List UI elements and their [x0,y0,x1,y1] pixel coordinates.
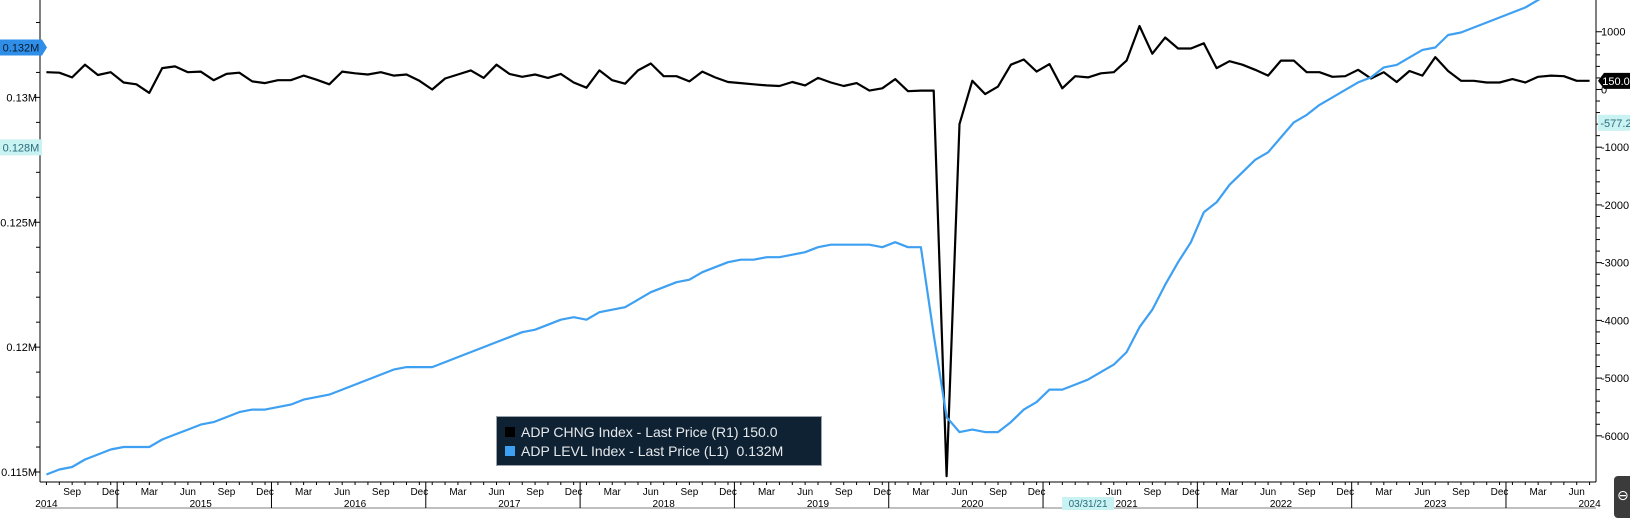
x-month-label: Dec [1491,487,1509,498]
x-month-label: Mar [449,487,467,498]
x-month-label: Jun [1260,487,1276,498]
legend[interactable]: ADP CHNG Index - Last Price (R1) 150.0 A… [496,416,822,466]
right-tick-label: -3000 [1601,258,1629,270]
x-month-label: Sep [681,487,699,498]
left-value-tag-label: 0.128M [3,142,40,154]
x-month-label: Jun [1414,487,1430,498]
cursor-date-tag [1062,497,1115,510]
right-tick-label: -6000 [1601,431,1629,443]
x-month-label: Sep [1452,487,1470,498]
x-year-label: 2021 [1116,499,1139,510]
x-year-label: 2019 [807,499,830,510]
left-value-tag-label: 0.132M [3,42,40,54]
x-year-label: 2016 [344,499,367,510]
x-year-label: 2017 [498,499,521,510]
right-value-tag [1598,72,1630,89]
left-value-tag [0,139,42,156]
x-month-label: Dec [102,487,120,498]
x-month-label: Mar [1375,487,1393,498]
right-tick-label: -4000 [1601,315,1629,327]
x-month-label: Mar [295,487,313,498]
x-month-label: Dec [410,487,428,498]
x-month-label: Dec [256,487,274,498]
right-tick-label: 1000 [1601,27,1625,39]
x-month-label: Jun [951,487,967,498]
x-month-label: Dec [1336,487,1354,498]
right-tick-label: -1000 [1601,142,1629,154]
series-line-adp-chng [46,24,1590,478]
x-month-label: Mar [912,487,930,498]
x-month-label: Mar [604,487,622,498]
right-value-tag [1598,114,1630,131]
cursor-date-label: 03/31/21 [1069,499,1108,510]
x-year-label: 2014 [35,499,58,510]
x-month-label: Dec [565,487,583,498]
left-tick-label: 0.115M [1,467,37,479]
legend-swatch-levl [505,445,515,456]
x-month-label: Dec [1028,487,1046,498]
x-year-label: 2023 [1424,499,1447,510]
x-month-label: Mar [758,487,776,498]
x-month-label: Jun [643,487,659,498]
left-tick-label: 0.12M [6,342,37,354]
x-year-label: 2024 [1578,499,1601,510]
x-month-label: Dec [873,487,891,498]
x-month-label: Sep [218,487,236,498]
right-tick-label: -2000 [1601,200,1629,212]
x-month-label: Jun [1569,487,1585,498]
x-year-label: 2020 [961,499,984,510]
x-month-label: Jun [1106,487,1122,498]
x-month-label: Mar [1530,487,1548,498]
right-tick-label: 0 [1601,84,1607,96]
legend-label-levl: ADP LEVL Index - Last Price (L1) 0.132M [521,442,784,459]
x-year-label: 2015 [190,499,213,510]
left-value-tag [0,39,47,56]
x-month-label: Sep [1143,487,1161,498]
legend-item-levl[interactable]: ADP LEVL Index - Last Price (L1) 0.132M [505,441,813,460]
x-month-label: Jun [334,487,350,498]
left-tick-label: 0.125M [0,217,37,229]
collapse-icon[interactable]: ⊖ [1614,476,1630,518]
x-month-label: Sep [989,487,1007,498]
x-year-label: 2022 [1270,499,1293,510]
x-month-label: Mar [1221,487,1239,498]
x-month-label: Mar [141,487,159,498]
x-month-label: Sep [63,487,81,498]
x-month-label: Sep [526,487,544,498]
x-month-label: Sep [1298,487,1316,498]
x-month-label: Jun [488,487,504,498]
right-tick-label: -5000 [1601,373,1629,385]
legend-swatch-chng [505,426,515,437]
x-month-label: Jun [180,487,196,498]
x-month-label: Jun [797,487,813,498]
legend-item-chng[interactable]: ADP CHNG Index - Last Price (R1) 150.0 [505,422,813,441]
legend-label-chng: ADP CHNG Index - Last Price (R1) 150.0 [521,423,778,440]
x-year-label: 2018 [653,499,676,510]
x-month-label: Dec [719,487,737,498]
collapse-glyph: ⊖ [1617,488,1629,504]
right-value-tag-label: -577.2 [1600,118,1630,130]
right-value-tag-label: 150.0 [1602,76,1630,88]
series-line-adp-levl [46,0,1541,476]
x-month-label: Dec [1182,487,1200,498]
left-tick-label: 0.13M [6,92,37,104]
x-month-label: Sep [835,487,853,498]
x-month-label: Sep [372,487,390,498]
